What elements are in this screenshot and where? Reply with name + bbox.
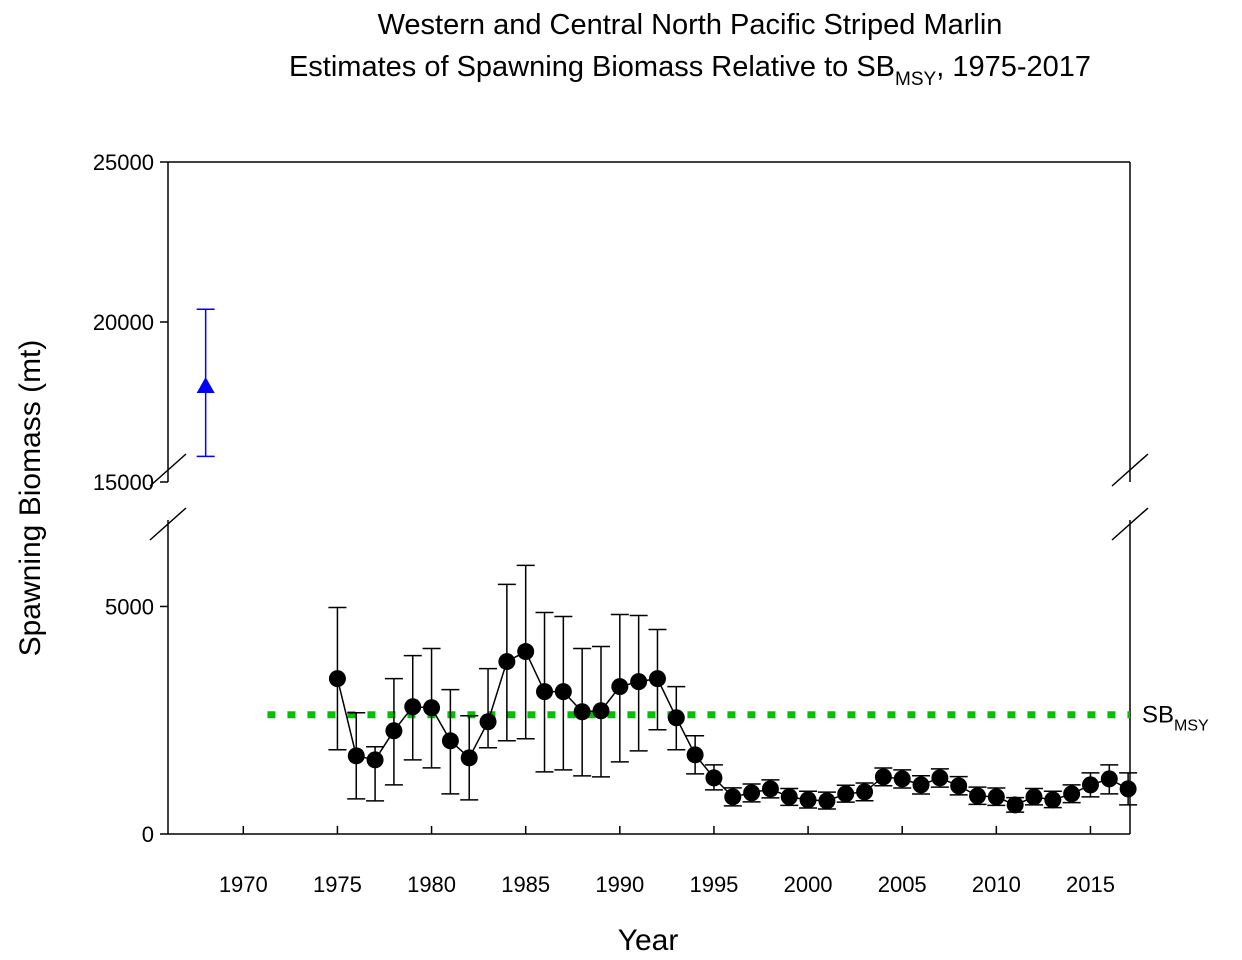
data-point	[987, 788, 1005, 806]
data-point	[1119, 780, 1137, 798]
data-point	[1044, 791, 1062, 809]
data-point	[893, 770, 911, 788]
data-point	[1100, 770, 1118, 788]
data-point	[648, 670, 666, 688]
error-bar	[479, 667, 498, 749]
data-point	[536, 683, 554, 701]
reference-label-text: SB	[1142, 702, 1174, 729]
x-axis-label: Year	[618, 924, 679, 957]
data-point	[724, 788, 742, 806]
x-tick-label: 2005	[878, 872, 927, 897]
data-point	[1081, 776, 1099, 794]
axis-break	[1111, 507, 1149, 541]
data-point	[366, 751, 384, 769]
data-point	[1063, 785, 1081, 803]
series-line	[336, 650, 1129, 806]
data-point	[743, 784, 761, 802]
x-tick-label: 1985	[501, 872, 550, 897]
x-tick-label: 2015	[1066, 872, 1115, 897]
data-point	[611, 678, 629, 696]
x-tick-label: 2000	[784, 872, 833, 897]
y-axis-label: Spawning Biomass (mt)	[14, 340, 47, 657]
axis-break	[149, 507, 187, 541]
reference-label: SBMSY	[1142, 702, 1209, 735]
data-point	[404, 698, 422, 716]
data-point	[799, 791, 817, 809]
axis-break	[1111, 453, 1149, 487]
data-point	[1006, 796, 1024, 814]
data-point	[1025, 788, 1043, 806]
data-point	[573, 703, 591, 721]
data-point	[592, 702, 610, 720]
data-point	[856, 783, 874, 801]
y-tick-label: 20000	[93, 310, 154, 335]
data-point	[498, 653, 516, 671]
data-point	[347, 747, 365, 765]
data-point	[479, 713, 497, 731]
y-tick-label: 15000	[93, 470, 154, 495]
data-point	[818, 792, 836, 810]
data-point	[874, 768, 892, 786]
subtitle-text: , 1975-2017	[936, 51, 1091, 83]
data-point	[630, 673, 648, 691]
x-tick-label: 1980	[407, 872, 456, 897]
x-tick-label: 1975	[313, 872, 362, 897]
x-tick-label: 1995	[689, 872, 738, 897]
subtitle-subscript: MSY	[895, 69, 937, 90]
y-tick-label: 5000	[105, 594, 154, 619]
data-point	[423, 699, 441, 717]
chart-subtitle: Estimates of Spawning Biomass Relative t…	[289, 51, 1091, 90]
data-point	[780, 788, 798, 806]
data-point	[196, 377, 215, 393]
data-point	[950, 777, 968, 795]
reference-label-subscript: MSY	[1174, 718, 1209, 735]
y-tick-label: 0	[142, 822, 154, 847]
data-point	[441, 732, 459, 750]
data-point	[517, 643, 535, 661]
x-tick-label: 1970	[219, 872, 268, 897]
data-point	[385, 722, 403, 740]
data-point	[705, 769, 723, 787]
chart-title: Western and Central North Pacific Stripe…	[378, 9, 1003, 41]
subtitle-text: Estimates of Spawning Biomass Relative t…	[289, 51, 895, 83]
x-tick-label: 1990	[595, 872, 644, 897]
data-point	[328, 670, 346, 688]
data-point	[554, 683, 572, 701]
x-tick-label: 2010	[972, 872, 1021, 897]
axis-break	[149, 453, 187, 487]
data-point	[969, 787, 987, 805]
y-tick-label: 25000	[93, 150, 154, 175]
data-point	[686, 746, 704, 764]
data-point	[761, 780, 779, 798]
data-point	[931, 769, 949, 787]
data-point	[837, 785, 855, 803]
data-point	[460, 749, 478, 767]
data-point	[667, 709, 685, 727]
data-point	[912, 776, 930, 794]
